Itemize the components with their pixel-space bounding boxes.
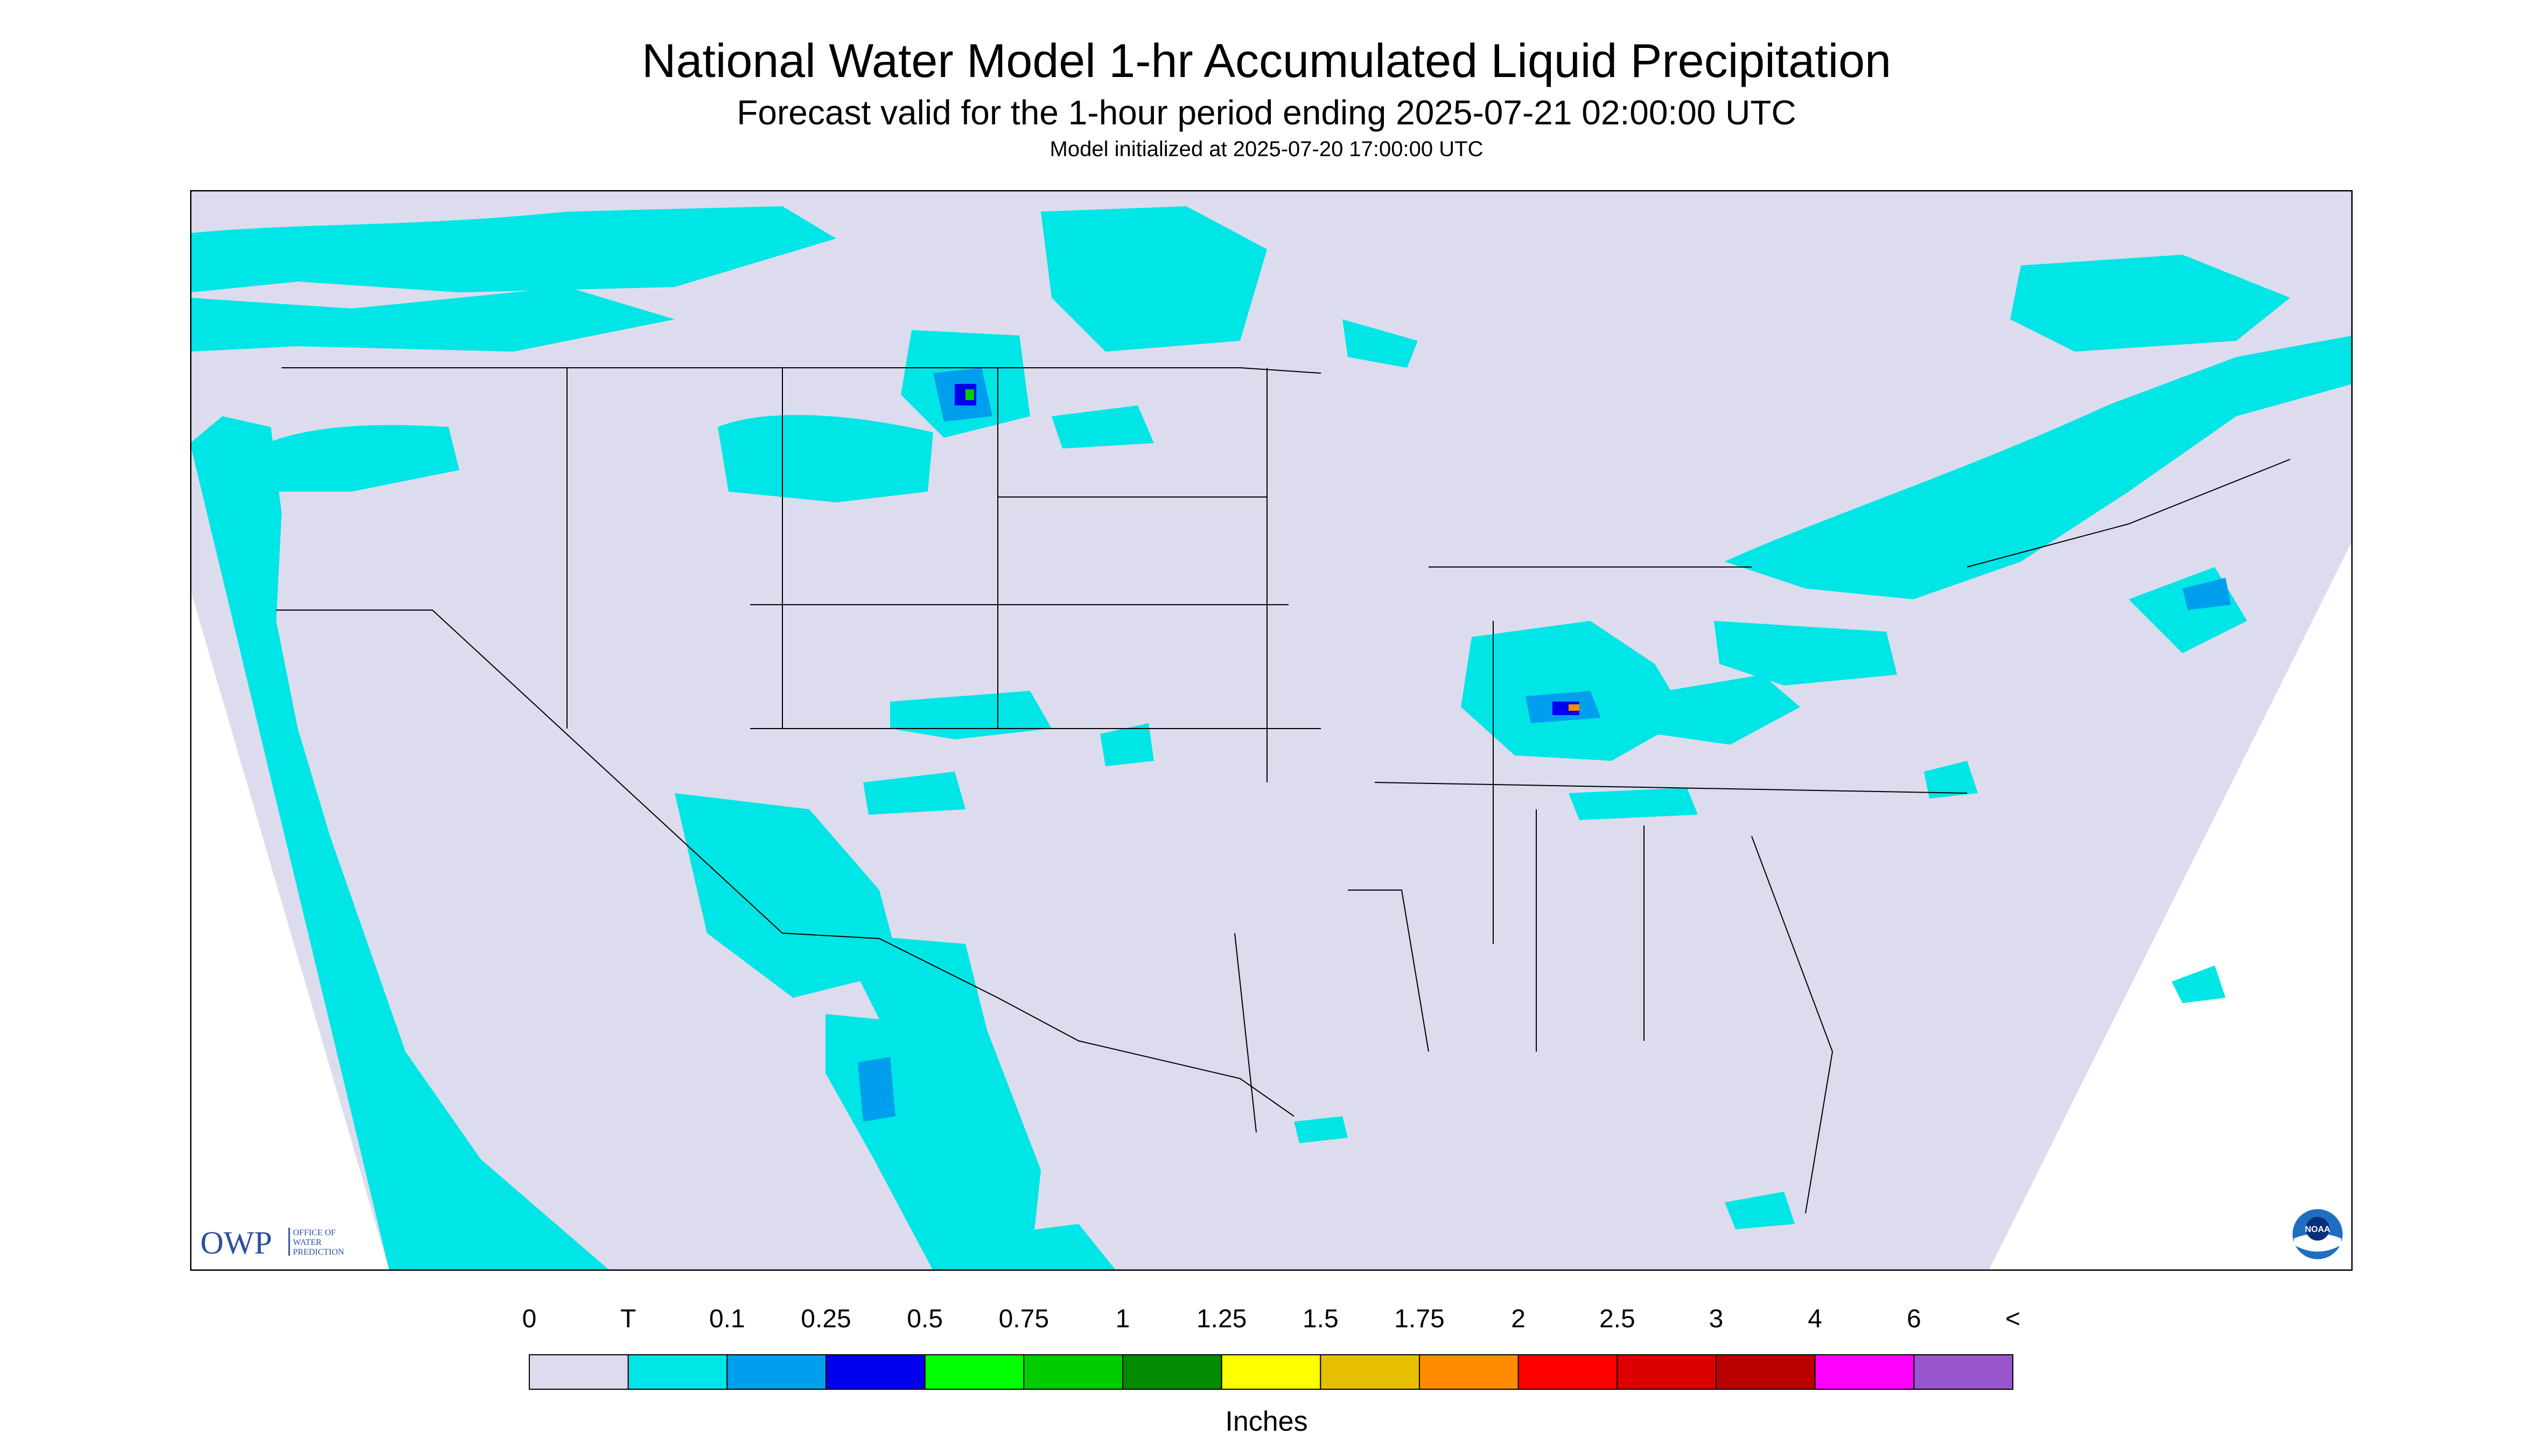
legend-tick-label: 0.1 <box>709 1305 745 1333</box>
legend-tick-label: 0 <box>522 1305 537 1333</box>
legend-tick-label: 3 <box>1709 1305 1724 1333</box>
legend-swatch <box>1419 1354 1519 1390</box>
precipitation-map <box>190 190 2353 1271</box>
legend-tick-label: 1.5 <box>1302 1305 1339 1333</box>
legend-tick-label: 2.5 <box>1599 1305 1635 1333</box>
out-of-domain-right <box>1989 540 2353 1271</box>
legend-tick-label: 6 <box>1906 1305 1921 1333</box>
map-frame <box>190 190 2353 1271</box>
legend-tick-label: 2 <box>1511 1305 1526 1333</box>
forecast-valid-subtitle: Forecast valid for the 1-hour period end… <box>737 93 1796 132</box>
owp-logo: OWP OFFICE OF WATER PREDICTION <box>200 1222 373 1263</box>
legend-swatch <box>1617 1354 1717 1390</box>
owp-logo-text: OWP <box>200 1225 272 1260</box>
out-of-domain-left <box>190 589 389 1271</box>
boundaries <box>276 367 2291 1214</box>
legend-swatch <box>825 1354 926 1390</box>
svg-text:OFFICE OF: OFFICE OF <box>293 1228 336 1237</box>
svg-text:PREDICTION: PREDICTION <box>293 1248 345 1257</box>
legend-tick-label: < <box>2005 1305 2021 1333</box>
legend-tick-label: 1.25 <box>1196 1305 1247 1333</box>
model-init-line: Model initialized at 2025-07-20 17:00:00… <box>1049 137 1484 161</box>
map-title: National Water Model 1-hr Accumulated Li… <box>641 34 1892 87</box>
legend-tick-label: 1 <box>1115 1305 1130 1333</box>
noaa-logo-text: NOAA <box>2305 1225 2331 1234</box>
legend-tick-label: 0.75 <box>998 1305 1049 1333</box>
legend-swatch <box>924 1354 1025 1390</box>
legend-swatch <box>1320 1354 1420 1390</box>
legend-tick-label: 0.5 <box>907 1305 943 1333</box>
legend-swatch <box>1716 1354 1816 1390</box>
legend-swatch <box>1913 1354 2013 1390</box>
legend-swatch <box>1122 1354 1222 1390</box>
noaa-logo: NOAA <box>2291 1207 2345 1264</box>
legend-swatch <box>726 1354 827 1390</box>
legend-tick-label: 0.25 <box>801 1305 851 1333</box>
legend-tick-label: 4 <box>1808 1305 1822 1333</box>
legend-units: Inches <box>1225 1406 1308 1437</box>
legend-swatch <box>1221 1354 1321 1390</box>
legend-swatch <box>627 1354 728 1390</box>
legend-tick-label: T <box>620 1305 636 1333</box>
svg-text:WATER: WATER <box>293 1238 322 1247</box>
legend-swatch <box>1517 1354 1618 1390</box>
legend-swatch <box>529 1354 629 1390</box>
legend-swatch <box>1023 1354 1124 1390</box>
map-background <box>190 190 2353 1271</box>
precip-peak <box>965 389 1579 711</box>
legend-swatch <box>1814 1354 1915 1390</box>
legend-tick-label: 1.75 <box>1394 1305 1445 1333</box>
